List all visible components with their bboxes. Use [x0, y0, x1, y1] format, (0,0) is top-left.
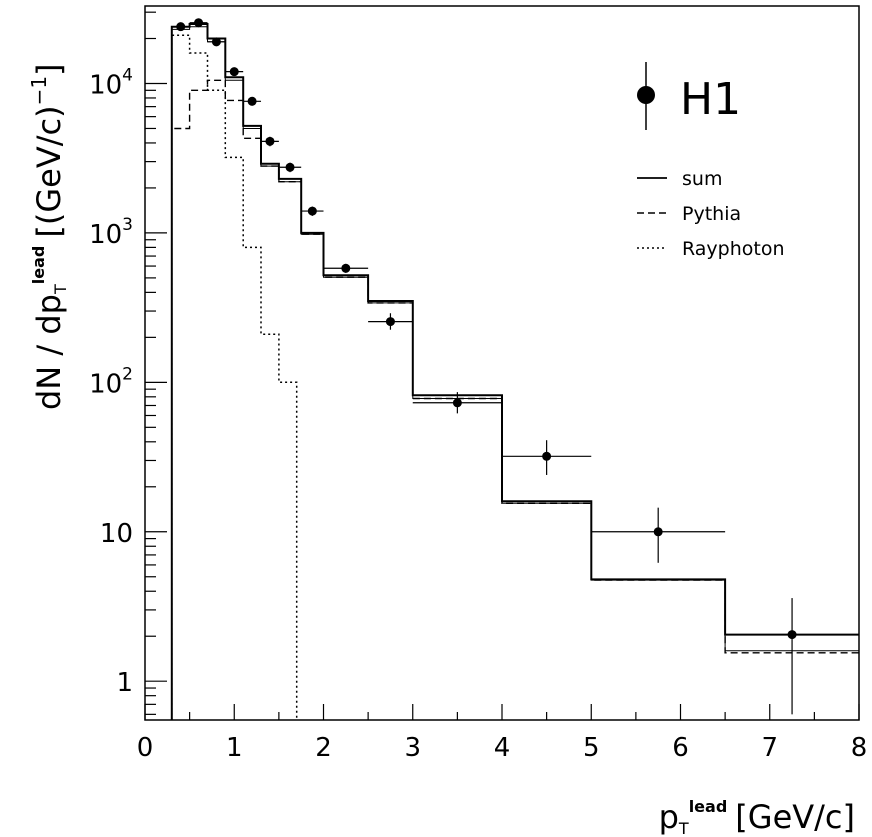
data-point [323, 263, 369, 273]
data-marker [542, 451, 552, 461]
data-points [171, 18, 859, 715]
data-marker [229, 67, 239, 77]
data-marker [194, 18, 204, 28]
y-axis-label-unit-sup: −1 [27, 76, 51, 105]
y-tick-label: 103 [89, 215, 133, 250]
histogram-sum [170, 23, 859, 720]
data-point [243, 96, 262, 106]
data-marker [307, 206, 317, 216]
data-marker [385, 317, 395, 327]
y-tick-label: 10 [100, 519, 133, 549]
legend: H1 sum Pythia Rayphoton [637, 62, 785, 260]
x-tick-label: 6 [672, 733, 689, 763]
data-marker [341, 263, 351, 273]
histogram-pythia [171, 79, 859, 720]
data-marker [285, 162, 295, 172]
legend-label-pythia: Pythia [682, 203, 741, 225]
data-point [278, 162, 302, 173]
data-point [225, 67, 244, 77]
data-point [591, 507, 726, 563]
x-tick-label: 7 [761, 733, 778, 763]
data-marker [211, 37, 221, 47]
x-tick-label: 1 [226, 733, 243, 763]
data-point [502, 440, 592, 475]
x-axis-label-unit: [GeV/c] [735, 798, 855, 836]
y-axis-label-unit-b: ] [30, 63, 68, 75]
plot-frame [144, 5, 860, 721]
legend-label-sum: sum [682, 168, 722, 190]
data-point [189, 18, 208, 28]
y-axis-label-sub: T [51, 284, 70, 295]
y-axis-label-main: dN / dp [30, 294, 68, 410]
x-tick-label: 4 [494, 733, 511, 763]
data-marker [452, 398, 462, 408]
y-tick-label: 102 [89, 364, 133, 399]
data-point [725, 598, 859, 715]
data-point [207, 37, 226, 47]
legend-marker-dot [637, 86, 655, 104]
y-axis-ticks: 1 10 102 103 104 [89, 11, 167, 715]
data-marker [176, 22, 186, 32]
y-tick-label: 1 [116, 668, 133, 698]
data-point [171, 22, 190, 32]
x-axis-label-sub: T [678, 819, 689, 837]
x-tick-label: 8 [851, 733, 868, 763]
x-tick-label: 2 [315, 733, 332, 763]
legend-label-rayphoton: Rayphoton [682, 238, 785, 260]
data-point [261, 136, 279, 147]
histogram-sum-thin [171, 26, 859, 720]
x-tick-label: 3 [404, 733, 421, 763]
x-axis-label-sup: lead [689, 797, 728, 816]
data-point [301, 206, 324, 216]
histograms [170, 23, 859, 720]
data-point [368, 313, 413, 330]
x-tick-label: 5 [583, 733, 600, 763]
x-tick-label: 0 [137, 733, 154, 763]
x-axis-label-main: p [659, 798, 679, 836]
histogram-rayphoton [171, 34, 298, 720]
data-marker [265, 136, 275, 146]
data-marker [787, 630, 797, 640]
x-axis-label: pTlead [GeV/c] [659, 797, 855, 837]
y-axis-label: dN / dpTlead [(GeV/c)−1] [27, 63, 70, 410]
data-marker [247, 96, 257, 106]
data-marker [653, 527, 663, 537]
data-point [412, 392, 502, 414]
y-axis-label-unit-a: [(GeV/c) [30, 105, 68, 237]
legend-data-label: H1 [680, 74, 741, 125]
x-axis-ticks: 0 1 2 3 4 5 6 7 8 [137, 704, 868, 763]
y-tick-label: 104 [89, 65, 133, 100]
y-axis-label-sup: lead [29, 246, 48, 285]
